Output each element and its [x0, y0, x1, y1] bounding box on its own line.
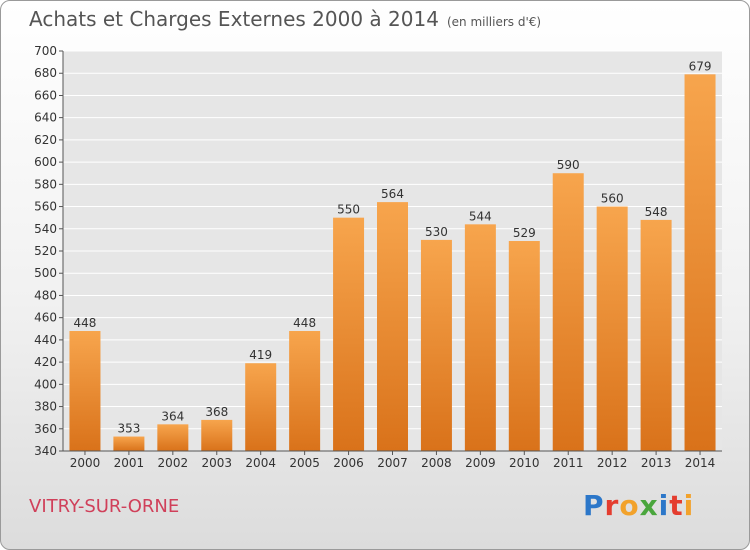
x-tick-label: 2014: [685, 456, 716, 470]
value-label: 564: [381, 187, 404, 201]
bar: [377, 202, 408, 451]
bar: [640, 219, 672, 451]
value-label: 419: [249, 348, 272, 362]
chart-subtitle: (en milliers d'€): [446, 15, 542, 29]
chart-title-text: Achats et Charges Externes 2000 à 2014: [29, 7, 439, 31]
logo-letter: r: [604, 489, 620, 522]
y-tick-label: 680: [34, 66, 57, 80]
value-label: 364: [161, 409, 184, 423]
y-tick-label: 640: [34, 111, 57, 125]
y-tick-label: 380: [34, 400, 57, 414]
bar: [113, 436, 145, 451]
y-tick-label: 360: [34, 422, 57, 436]
y-tick-label: 560: [34, 200, 57, 214]
y-tick-label: 660: [34, 88, 57, 102]
x-tick-label: 2013: [641, 456, 672, 470]
y-tick-label: 500: [34, 266, 57, 280]
value-labels: 448 353 364 368 419 448 550 564 530 544 529 590 560 5…: [74, 59, 712, 435]
value-label: 353: [117, 422, 140, 436]
y-axis-ticks: 340 360 380 400 420 440 460 480 500 520 540 560 580 6…: [34, 44, 63, 458]
x-tick-label: 2008: [421, 456, 452, 470]
value-label: 560: [601, 192, 624, 206]
y-tick-label: 340: [34, 444, 57, 458]
y-tick-label: 460: [34, 311, 57, 325]
logo-letter: i: [658, 489, 670, 522]
value-label: 530: [425, 225, 448, 239]
value-label: 448: [293, 316, 316, 330]
y-tick-label: 540: [34, 222, 57, 236]
bar: [201, 419, 233, 451]
x-tick-label: 2006: [333, 456, 364, 470]
y-tick-label: 480: [34, 288, 57, 302]
y-tick-label: 600: [34, 155, 57, 169]
x-tick-label: 2007: [377, 456, 408, 470]
x-tick-label: 2003: [201, 456, 232, 470]
value-label: 548: [645, 205, 668, 219]
bar: [420, 239, 452, 451]
logo-letter: o: [619, 489, 640, 522]
y-tick-label: 580: [34, 177, 57, 191]
bar: [552, 173, 584, 451]
x-tick-label: 2000: [70, 456, 101, 470]
bar: [69, 331, 101, 451]
y-tick-label: 420: [34, 355, 57, 369]
x-tick-label: 2004: [245, 456, 276, 470]
x-tick-label: 2001: [114, 456, 145, 470]
value-label: 550: [337, 203, 360, 217]
bar: [245, 363, 277, 451]
x-tick-label: 2005: [289, 456, 320, 470]
y-tick-label: 440: [34, 333, 57, 347]
bar: [596, 206, 628, 451]
chart-title: Achats et Charges Externes 2000 à 2014 (e…: [29, 7, 541, 31]
x-tick-label: 2009: [465, 456, 496, 470]
y-tick-label: 620: [34, 133, 57, 147]
x-tick-label: 2012: [597, 456, 628, 470]
bar: [333, 217, 365, 451]
bar: [464, 224, 496, 451]
logo-letter: x: [639, 489, 659, 522]
bar: [508, 241, 540, 451]
logo-letter: t: [669, 489, 684, 522]
city-name: VITRY-SUR-ORNE: [29, 496, 180, 517]
logo-letter: i: [683, 489, 695, 522]
bar: [289, 331, 321, 451]
value-label: 679: [689, 59, 712, 73]
y-tick-label: 400: [34, 377, 57, 391]
value-label: 368: [205, 405, 228, 419]
bar: [684, 74, 716, 451]
y-tick-label: 700: [34, 44, 57, 58]
bar: [157, 424, 189, 451]
x-tick-label: 2002: [158, 456, 189, 470]
bars: [69, 74, 716, 451]
value-label: 529: [513, 226, 536, 240]
proxiti-logo: Proxiti: [583, 489, 694, 522]
x-tick-label: 2010: [509, 456, 540, 470]
y-tick-label: 520: [34, 244, 57, 258]
value-label: 544: [469, 209, 492, 223]
value-label: 448: [74, 316, 97, 330]
x-axis-ticks: 2000 2001 2002 2003 2004 2005 2006 2007 2008 2009…: [70, 451, 716, 470]
logo-letter: P: [583, 489, 605, 522]
x-tick-label: 2011: [553, 456, 584, 470]
value-label: 590: [557, 158, 580, 172]
